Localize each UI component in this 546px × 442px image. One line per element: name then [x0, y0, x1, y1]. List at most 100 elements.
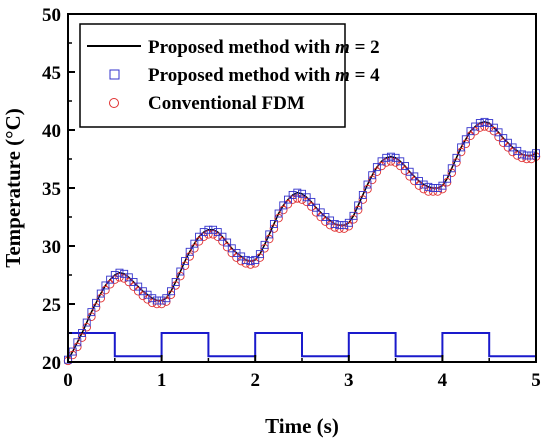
point-m4	[241, 255, 250, 264]
point-fdm	[302, 197, 311, 207]
point-fdm	[213, 232, 223, 241]
point-fdm	[73, 342, 82, 352]
point-m4	[265, 230, 274, 239]
point-m4	[284, 195, 292, 204]
x-tick-label: 5	[531, 370, 541, 391]
y-tick-label: 35	[42, 179, 61, 200]
y-tick-label: 45	[42, 63, 61, 84]
point-fdm	[297, 195, 307, 204]
point-fdm	[498, 138, 508, 148]
legend-label-m4-suffix: = 4	[350, 65, 380, 86]
point-m4	[494, 128, 503, 137]
point-fdm	[447, 168, 457, 178]
point-m4	[410, 172, 419, 181]
point-m4	[363, 180, 372, 189]
series-layer	[63, 117, 541, 366]
point-fdm	[124, 277, 134, 287]
legend-label-m4-prefix: Proposed method with	[148, 65, 335, 86]
point-fdm	[316, 212, 325, 222]
point-m4	[134, 282, 143, 291]
point-m4	[443, 174, 452, 183]
x-tick-label: 3	[344, 370, 354, 391]
point-m4	[213, 228, 222, 237]
point-fdm	[269, 224, 279, 233]
point-m4	[269, 220, 278, 228]
x-axis-label: Time (s)	[265, 414, 339, 438]
point-m4	[293, 188, 302, 197]
point-m4	[368, 171, 377, 180]
legend: Proposed method with m = 2 Proposed meth…	[79, 23, 380, 128]
point-fdm	[307, 202, 316, 211]
point-fdm	[204, 230, 213, 239]
point-m4	[401, 162, 409, 170]
point-m4	[461, 135, 470, 144]
point-m4	[480, 117, 489, 126]
point-fdm	[452, 158, 461, 167]
legend-label-m2-suffix: = 2	[350, 37, 380, 58]
point-fdm	[405, 172, 414, 181]
point-m4	[110, 271, 119, 279]
point-fdm	[288, 195, 297, 204]
point-fdm	[208, 230, 218, 239]
point-m4	[218, 232, 227, 241]
y-tick-label: 30	[42, 237, 61, 258]
legend-label-m2-var: m	[335, 37, 350, 58]
point-m4	[358, 191, 367, 199]
point-m4	[330, 220, 339, 228]
point-m4	[527, 151, 536, 160]
point-fdm	[227, 248, 237, 258]
point-m4	[209, 225, 218, 234]
point-m4	[485, 119, 494, 127]
point-m4	[106, 275, 115, 284]
point-m4	[288, 191, 297, 199]
y-tick-label: 20	[42, 353, 61, 374]
point-m4	[475, 119, 484, 127]
point-m4	[223, 238, 232, 247]
point-m4	[354, 201, 363, 210]
point-fdm	[199, 232, 208, 241]
x-tick-label: 1	[157, 370, 167, 391]
legend-entry-m4: Proposed method with m = 4	[109, 65, 380, 86]
point-m4	[167, 287, 175, 296]
point-m4	[340, 221, 349, 230]
point-m4	[162, 294, 171, 303]
point-m4	[246, 257, 255, 266]
x-tick-label: 4	[438, 370, 448, 391]
point-fdm	[96, 293, 106, 303]
point-fdm	[105, 280, 115, 289]
point-m4	[405, 167, 414, 176]
point-fdm	[410, 176, 419, 186]
point-fdm	[129, 282, 138, 291]
point-fdm	[419, 184, 428, 194]
point-m4	[227, 244, 236, 253]
point-fdm	[367, 175, 377, 185]
point-m4	[419, 180, 428, 189]
legend-entry-m2: Proposed method with m = 2	[87, 37, 380, 58]
point-fdm	[396, 161, 405, 171]
point-m4	[82, 318, 91, 327]
legend-entry-fdm: Conventional FDM	[109, 93, 305, 114]
point-m4	[87, 308, 96, 317]
legend-label-m2-prefix: Proposed method with	[148, 37, 335, 58]
point-m4	[181, 257, 189, 266]
point-m4	[171, 278, 180, 286]
point-m4	[312, 203, 320, 212]
point-fdm	[222, 242, 232, 252]
point-m4	[199, 228, 208, 237]
point-m4	[335, 221, 344, 230]
point-m4	[251, 255, 260, 264]
point-m4	[73, 338, 82, 347]
point-fdm	[236, 256, 246, 266]
step-pulse-line	[68, 332, 536, 358]
point-m4	[204, 225, 213, 234]
point-m4	[316, 208, 325, 217]
point-m4	[157, 296, 166, 305]
point-m4	[190, 239, 199, 248]
point-m4	[457, 143, 466, 152]
point-fdm	[147, 298, 157, 308]
point-m4	[344, 218, 353, 227]
point-fdm	[77, 333, 87, 342]
point-m4	[260, 240, 269, 249]
point-m4	[466, 127, 475, 136]
point-fdm	[283, 199, 293, 209]
